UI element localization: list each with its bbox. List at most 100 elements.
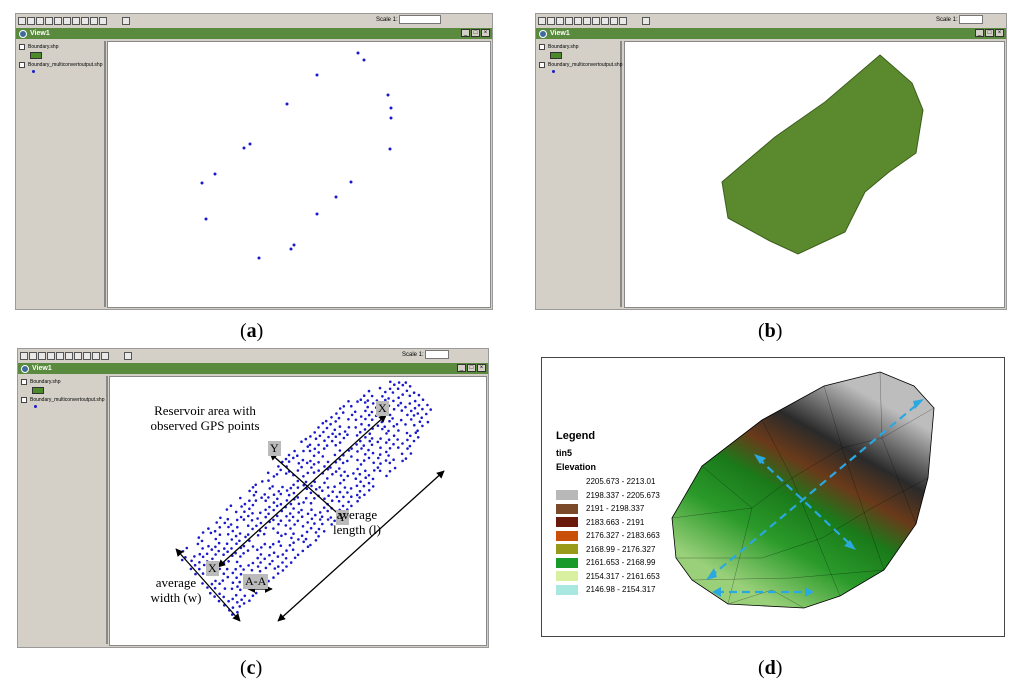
tool-button[interactable] <box>565 17 573 25</box>
label-y-top: Y <box>268 441 281 456</box>
theme-checkbox-checked[interactable] <box>19 62 25 68</box>
tool-button[interactable] <box>38 352 46 360</box>
tool-button[interactable] <box>27 17 35 25</box>
tool-button[interactable] <box>592 17 600 25</box>
theme-checkbox-checked[interactable] <box>21 397 27 403</box>
tool-button[interactable] <box>47 352 55 360</box>
tool-button[interactable] <box>36 17 44 25</box>
scale-input[interactable] <box>425 350 450 359</box>
theme-entry[interactable]: Boundary_multiconvertoutput.shp <box>20 397 106 403</box>
tool-button[interactable] <box>619 17 627 25</box>
gps-point <box>281 561 284 564</box>
gps-point <box>261 480 264 483</box>
gps-points-layer <box>200 51 393 260</box>
gps-point <box>238 532 242 535</box>
gps-point <box>297 511 300 514</box>
gps-point <box>285 102 289 106</box>
gps-point <box>370 418 374 421</box>
tool-button[interactable] <box>56 352 64 360</box>
map-canvas[interactable] <box>107 41 491 308</box>
gps-point <box>305 530 309 534</box>
theme-checkbox[interactable] <box>21 379 27 385</box>
tool-button[interactable] <box>81 17 89 25</box>
tool-button[interactable] <box>54 17 62 25</box>
minimize-button[interactable]: _ <box>461 29 470 37</box>
tool-button[interactable] <box>90 17 98 25</box>
tin-polygon <box>671 371 935 609</box>
gps-point <box>314 513 317 517</box>
tool-button[interactable] <box>547 17 555 25</box>
close-button[interactable]: × <box>477 364 486 372</box>
gps-point <box>356 467 359 471</box>
close-button[interactable]: × <box>481 29 490 37</box>
gps-point <box>393 466 397 470</box>
gps-point <box>387 397 390 400</box>
tool-button[interactable] <box>538 17 546 25</box>
maximize-button[interactable]: □ <box>985 29 994 37</box>
tool-button[interactable] <box>556 17 564 25</box>
average-width-label: average width (w) <box>150 575 202 605</box>
gps-point <box>367 474 371 477</box>
maximize-button[interactable]: □ <box>467 364 476 372</box>
tool-button[interactable] <box>20 352 28 360</box>
map-canvas[interactable] <box>624 41 1005 308</box>
minimize-button[interactable]: _ <box>457 364 466 372</box>
theme-entry[interactable]: Boundary_multiconvertoutput.shp <box>538 62 623 68</box>
gps-point <box>397 446 400 449</box>
gps-point <box>247 564 250 567</box>
view-titlebar: View1 _ □ × <box>536 28 1006 39</box>
maximize-button[interactable]: □ <box>471 29 480 37</box>
gps-point <box>392 399 395 403</box>
gps-point <box>388 461 392 465</box>
gps-point <box>314 531 318 534</box>
theme-checkbox[interactable] <box>539 62 545 68</box>
caption-a: (a) <box>240 320 264 342</box>
tool-button[interactable] <box>18 17 26 25</box>
gps-point <box>317 469 320 472</box>
caption-b: (b) <box>758 320 783 342</box>
tool-button[interactable] <box>74 352 82 360</box>
theme-checkbox-checked[interactable] <box>539 44 545 50</box>
theme-name: Boundary_multiconvertoutput.shp <box>548 62 623 68</box>
gps-point <box>406 438 409 442</box>
close-button[interactable]: × <box>995 29 1004 37</box>
tool-button[interactable] <box>29 352 37 360</box>
tool-button[interactable] <box>83 352 91 360</box>
gps-point <box>292 483 295 487</box>
gps-point <box>279 519 283 522</box>
tool-button[interactable] <box>583 17 591 25</box>
gps-point <box>409 409 413 413</box>
tool-button[interactable] <box>92 352 100 360</box>
tool-button[interactable] <box>72 17 80 25</box>
theme-entry[interactable]: Boundary.shp <box>20 379 106 385</box>
theme-entry[interactable]: Boundary.shp <box>18 44 104 50</box>
tool-button[interactable] <box>101 352 109 360</box>
tool-button[interactable] <box>99 17 107 25</box>
point-legend-symbol <box>552 70 555 73</box>
scale-input[interactable] <box>399 15 442 24</box>
map-canvas[interactable]: Reservoir area with observed GPS points … <box>109 376 487 646</box>
gps-point <box>426 420 430 424</box>
theme-entry[interactable]: Boundary.shp <box>538 44 620 50</box>
tool-button[interactable] <box>610 17 618 25</box>
gps-point <box>238 580 241 584</box>
tool-button[interactable] <box>63 17 71 25</box>
tool-button[interactable] <box>45 17 53 25</box>
gps-point <box>236 585 239 588</box>
tool-button[interactable] <box>65 352 73 360</box>
gps-point <box>234 593 238 597</box>
theme-checkbox[interactable] <box>19 44 25 50</box>
tool-button[interactable] <box>124 352 132 360</box>
tool-button[interactable] <box>642 17 650 25</box>
minimize-button[interactable]: _ <box>975 29 984 37</box>
tool-button[interactable] <box>122 17 130 25</box>
scale-input[interactable] <box>959 15 984 24</box>
gps-point <box>258 569 262 573</box>
tool-button[interactable] <box>574 17 582 25</box>
gps-point <box>342 405 346 408</box>
theme-entry[interactable]: Boundary_multiconvertoutput.shp <box>18 62 104 68</box>
gps-point <box>251 594 255 597</box>
tool-button[interactable] <box>601 17 609 25</box>
gps-point <box>370 443 374 447</box>
gps-point <box>251 561 255 565</box>
